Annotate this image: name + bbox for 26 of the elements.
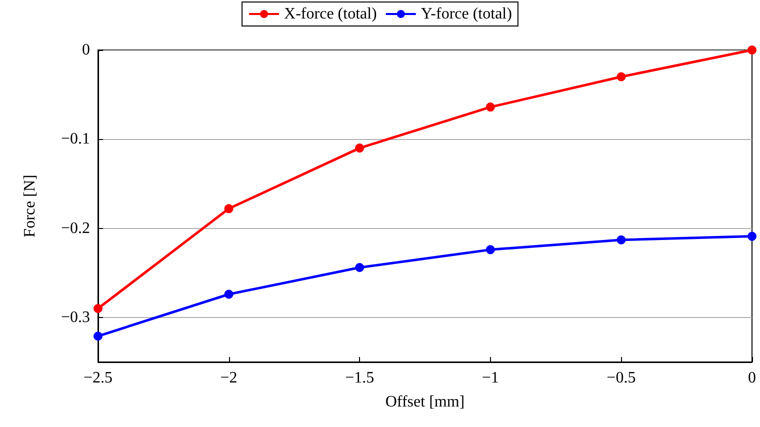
- x-tick-label: −2.5: [83, 370, 113, 386]
- point: [94, 304, 102, 314]
- y-tick-label: −0.2: [60, 220, 90, 237]
- point: [486, 245, 495, 254]
- point: [486, 102, 495, 112]
- y-tick-label: 0: [82, 42, 90, 58]
- x-tick-label: −0.5: [606, 370, 636, 386]
- y-tick-label: −0.3: [60, 308, 90, 326]
- point: [355, 263, 364, 272]
- point: [748, 46, 756, 54]
- x-tick-label: −1: [482, 370, 499, 386]
- point: [94, 332, 102, 341]
- x-tick-label: 0: [748, 370, 756, 386]
- point: [224, 290, 234, 299]
- point: [616, 72, 626, 82]
- point: [616, 235, 626, 244]
- y-tick-label: −0.1: [60, 130, 90, 148]
- legend-label: X-force (total): [284, 6, 377, 22]
- point: [748, 232, 756, 241]
- x-tick-label: −2: [220, 370, 238, 386]
- point: [355, 144, 364, 153]
- y-axis-title: Force [N]: [22, 174, 38, 238]
- x-tick-label: −1.5: [345, 370, 374, 386]
- x-axis-title: Offset [mm]: [385, 394, 465, 410]
- point: [224, 204, 234, 214]
- legend-label: Y-force (total): [420, 6, 512, 22]
